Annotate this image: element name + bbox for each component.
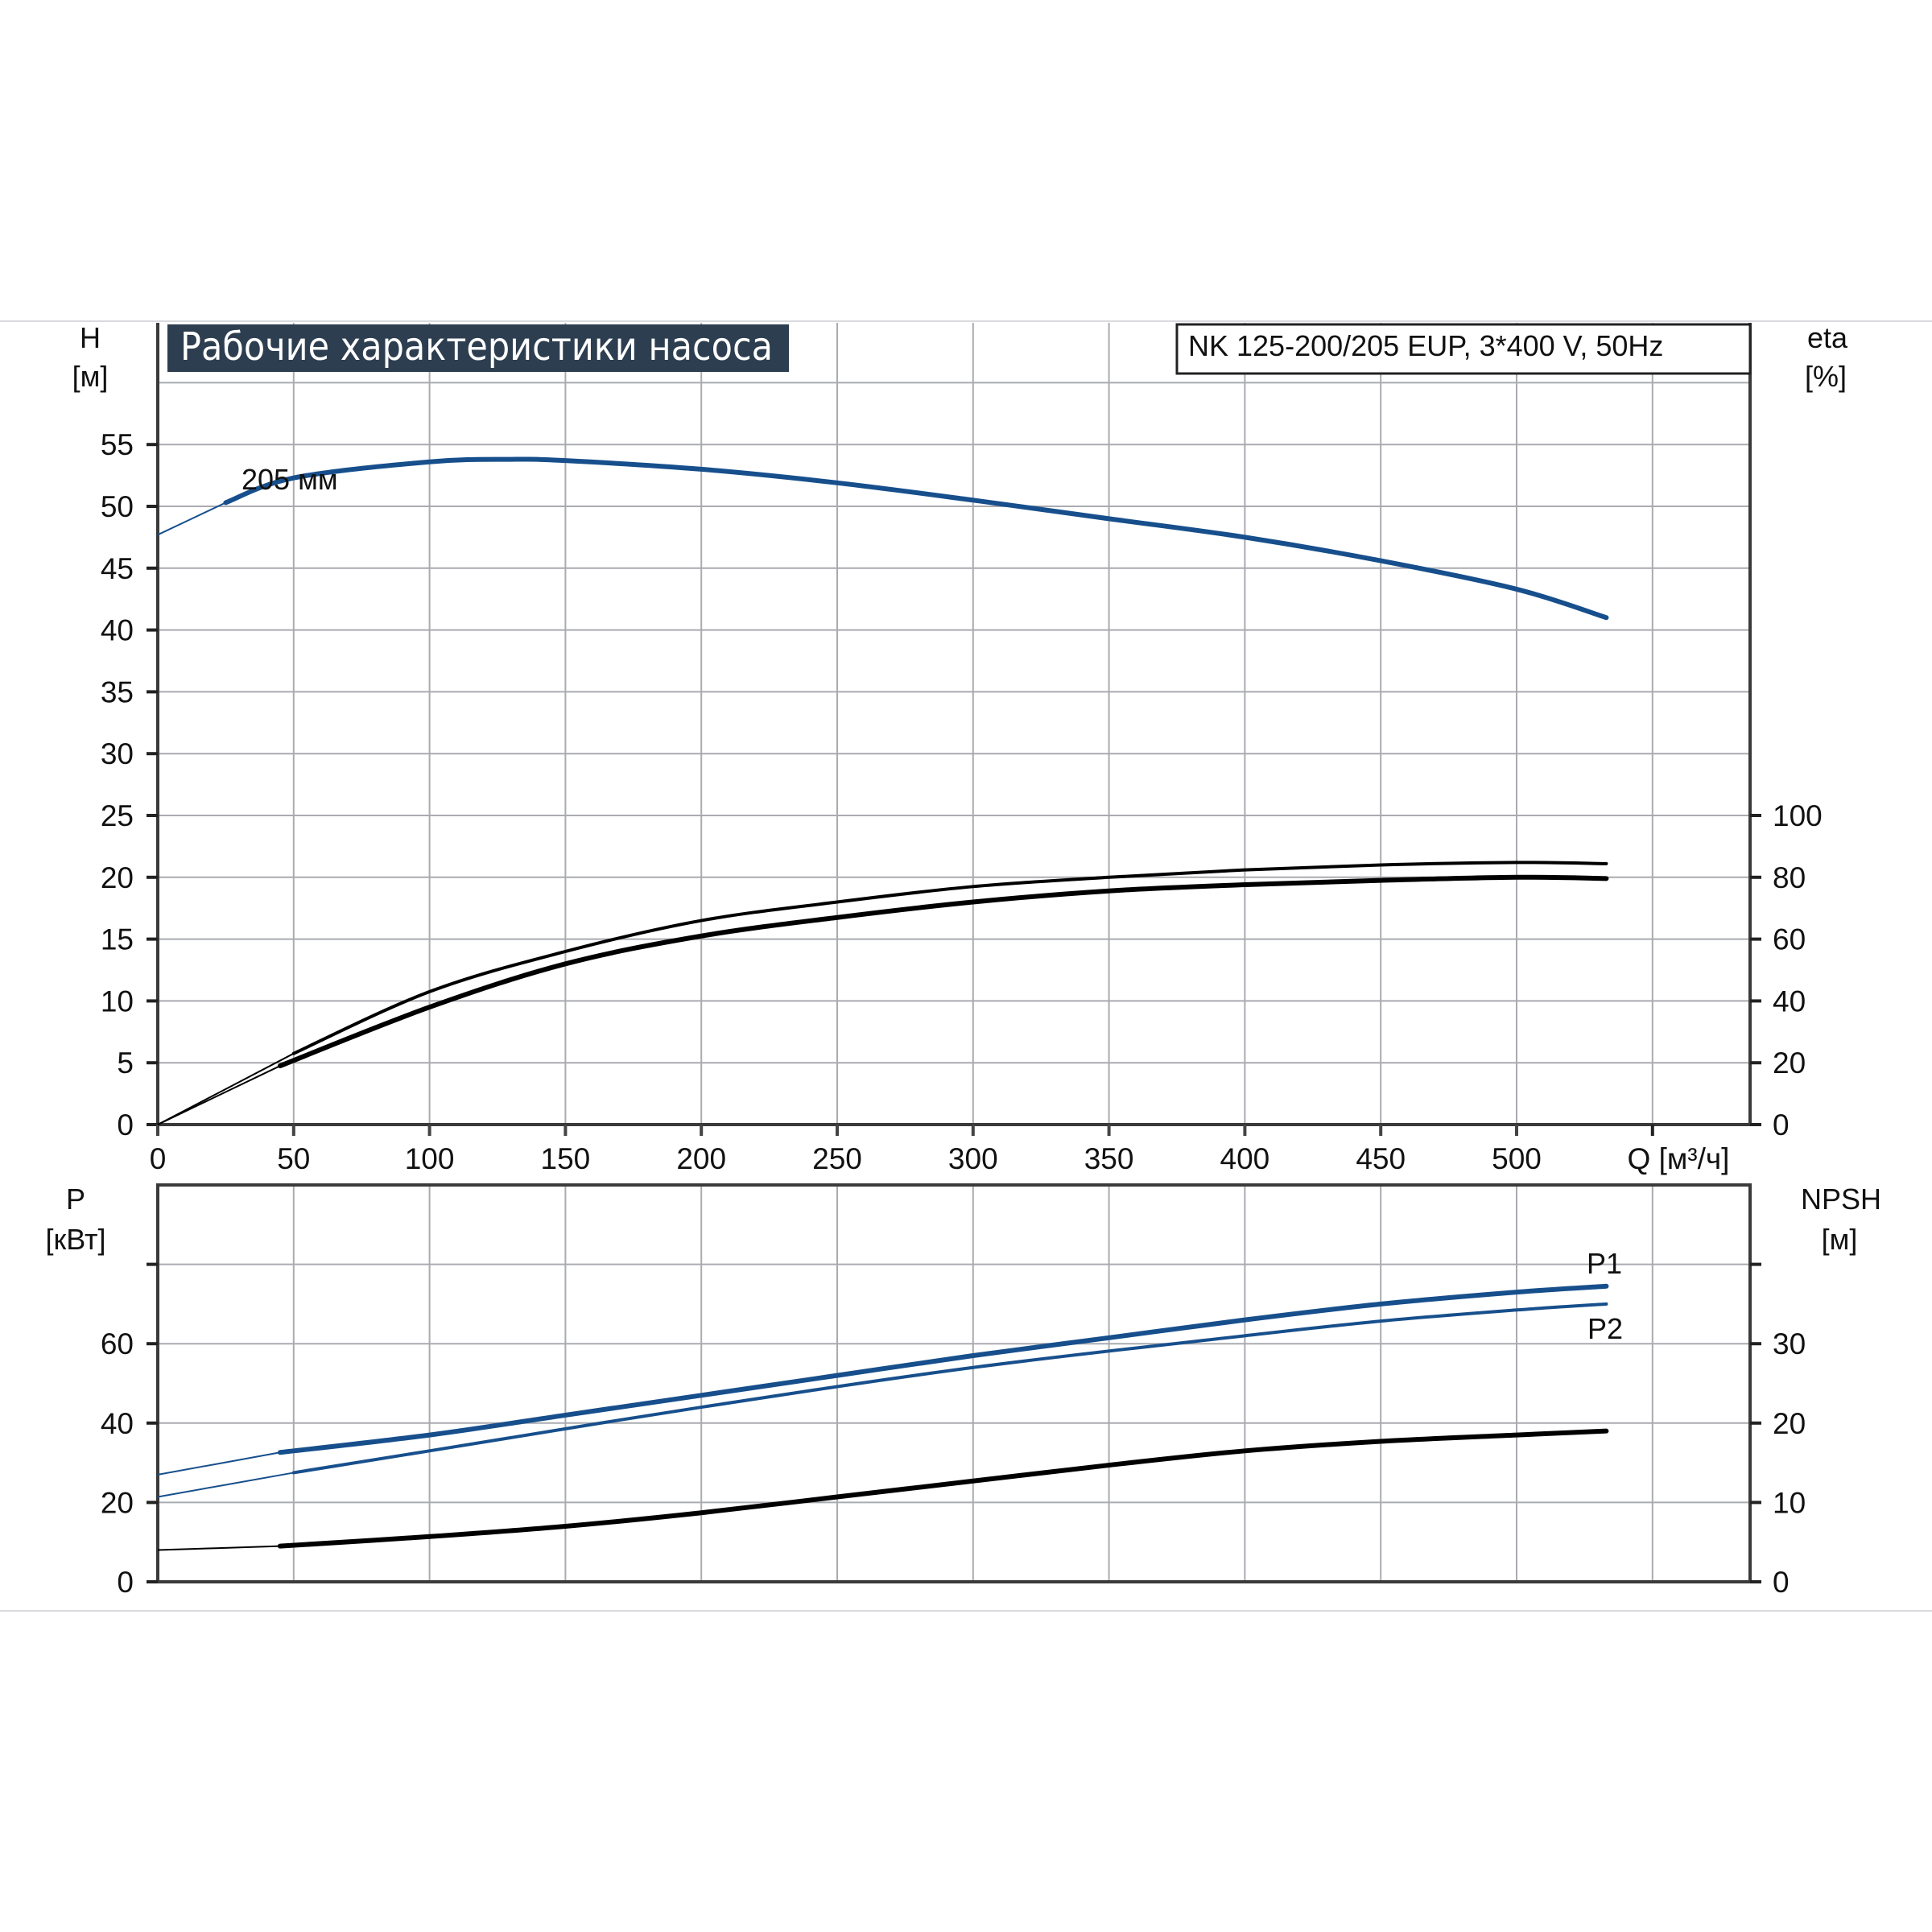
x-tick-label: 200: [676, 1142, 726, 1175]
y-tick-label: 10: [101, 985, 134, 1018]
grid: [147, 323, 1761, 1583]
npsh-curve: [277, 1428, 1609, 1549]
y-tick-label: 35: [101, 675, 134, 708]
y2-tick-label: 100: [1773, 799, 1823, 832]
y-axis-label-p: P: [66, 1183, 85, 1216]
x-tick-label: 0: [150, 1142, 167, 1175]
y2-tick-label: 30: [1773, 1327, 1806, 1360]
x-tick-label: 100: [405, 1142, 455, 1175]
x-tick-label: 400: [1220, 1142, 1270, 1175]
x-axis-label: Q [м³/ч]: [1628, 1142, 1730, 1175]
p1-curve: [277, 1283, 1609, 1455]
x-tick-label: 450: [1356, 1142, 1406, 1175]
y2-tick-label: 10: [1773, 1486, 1806, 1519]
y-tick-label: 5: [117, 1046, 134, 1080]
y-tick-label: 30: [101, 737, 134, 770]
x-tick-label: 300: [948, 1142, 998, 1175]
model-label: NK 125-200/205 EUP, 3*400 V, 50Hz: [1188, 329, 1663, 362]
head-curve-thin: [157, 502, 226, 536]
series-label-p1: P1: [1587, 1247, 1622, 1280]
efficiency-curve-1: [291, 861, 1608, 1055]
y2-axis-unit-eta: [%]: [1805, 360, 1847, 393]
x-tick-label: 500: [1492, 1142, 1542, 1175]
x-tick-label: 50: [277, 1142, 310, 1175]
p2-curve: [291, 1302, 1608, 1475]
y2-tick-label: 0: [1773, 1108, 1790, 1141]
efficiency-curve-2: [277, 874, 1609, 1069]
top-plot-frame: [156, 323, 1752, 1126]
y2-tick-label: 40: [1773, 985, 1806, 1018]
y-tick-label: 60: [101, 1327, 134, 1360]
y-tick-label: 55: [101, 428, 134, 461]
p1-curve-thin: [157, 1451, 281, 1476]
y2-axis-label-npsh: NPSH: [1801, 1183, 1881, 1216]
x-tick-label: 350: [1084, 1142, 1134, 1175]
y2-tick-label: 20: [1773, 1407, 1806, 1440]
y2-tick-label: 0: [1773, 1566, 1790, 1599]
y-axis-unit-h: [м]: [72, 360, 109, 393]
y2-axis-label-eta: eta: [1807, 321, 1848, 354]
y-axis-unit-p: [кВт]: [45, 1223, 105, 1256]
npsh-curve-thin: [157, 1545, 280, 1551]
y-tick-label: 50: [101, 490, 134, 523]
curves: [157, 456, 1609, 1551]
y-tick-label: 20: [101, 1486, 134, 1519]
y-tick-label: 15: [101, 923, 134, 956]
y-axis-label-h: H: [80, 321, 101, 354]
y-tick-label: 40: [101, 614, 134, 647]
model-box: [1175, 323, 1752, 375]
y-tick-label: 0: [117, 1108, 134, 1141]
y2-tick-label: 20: [1773, 1046, 1806, 1080]
x-tick-label: 250: [812, 1142, 862, 1175]
y-tick-label: 25: [101, 799, 134, 832]
bottom-plot-frame: [156, 1183, 1752, 1583]
y2-tick-label: 80: [1773, 861, 1806, 894]
x-tick-label: 150: [541, 1142, 591, 1175]
head-curve: [223, 456, 1609, 621]
title-box: [167, 324, 789, 372]
curve-label-205: 205 мм: [242, 463, 338, 496]
efficiency-curve-2-thin: [157, 1065, 281, 1125]
y-tick-label: 45: [101, 552, 134, 585]
y-tick-label: 40: [101, 1407, 134, 1440]
y2-tick-label: 60: [1773, 923, 1806, 956]
y-tick-label: 0: [117, 1566, 134, 1599]
y2-axis-unit-npsh: [м]: [1822, 1223, 1858, 1256]
y-tick-label: 20: [101, 861, 134, 894]
p2-curve-thin: [157, 1472, 294, 1498]
series-label-p2: P2: [1587, 1312, 1623, 1345]
chart-title: Рабочие характеристики насоса: [180, 324, 773, 369]
